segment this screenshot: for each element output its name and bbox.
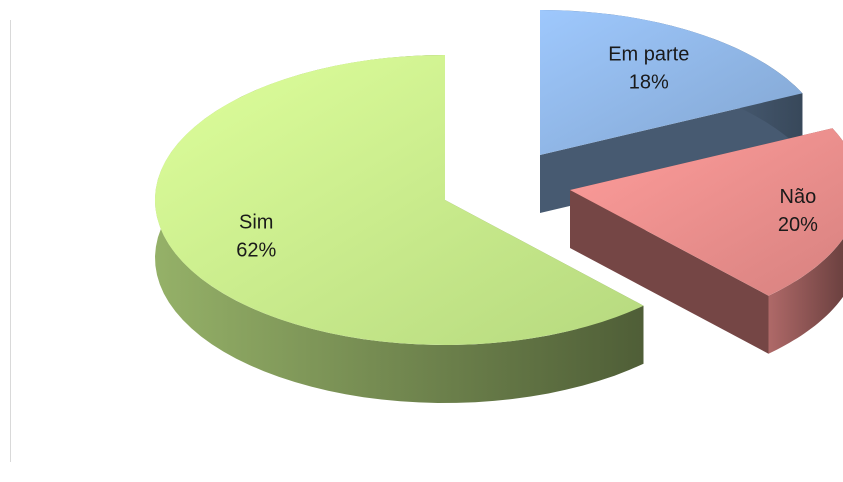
slice-top: [154, 54, 644, 345]
slice-top: [570, 128, 843, 296]
slice-value-label: 18%: [629, 72, 669, 94]
slice-top: [540, 10, 803, 155]
slice: [154, 54, 644, 403]
slice-value-label: 62%: [236, 240, 276, 262]
slice: [570, 128, 843, 354]
slice-label: Sim: [239, 212, 273, 234]
slice-label: Não: [780, 186, 817, 208]
slice-wall: [768, 128, 843, 354]
slice-side: [570, 190, 769, 354]
slice-value-label: 20%: [778, 214, 818, 236]
slice-wall: [155, 55, 644, 403]
slice-label: Em parte: [608, 44, 689, 66]
